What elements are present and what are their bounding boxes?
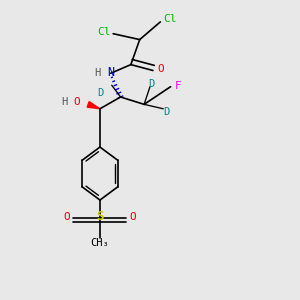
Text: D: D <box>148 79 154 89</box>
Text: D: D <box>98 88 104 98</box>
Text: O: O <box>130 212 136 222</box>
Text: O: O <box>74 97 80 107</box>
Text: O: O <box>157 64 164 74</box>
Text: D: D <box>164 107 170 117</box>
Text: O: O <box>64 212 70 222</box>
Text: H: H <box>94 68 101 78</box>
Text: Cl: Cl <box>163 14 177 24</box>
Text: Cl: Cl <box>97 27 110 37</box>
Text: CH₃: CH₃ <box>91 238 109 248</box>
Text: N: N <box>107 66 114 80</box>
Text: F: F <box>175 81 181 91</box>
Text: S: S <box>96 210 104 223</box>
Text: H: H <box>61 97 68 107</box>
Polygon shape <box>87 102 100 109</box>
